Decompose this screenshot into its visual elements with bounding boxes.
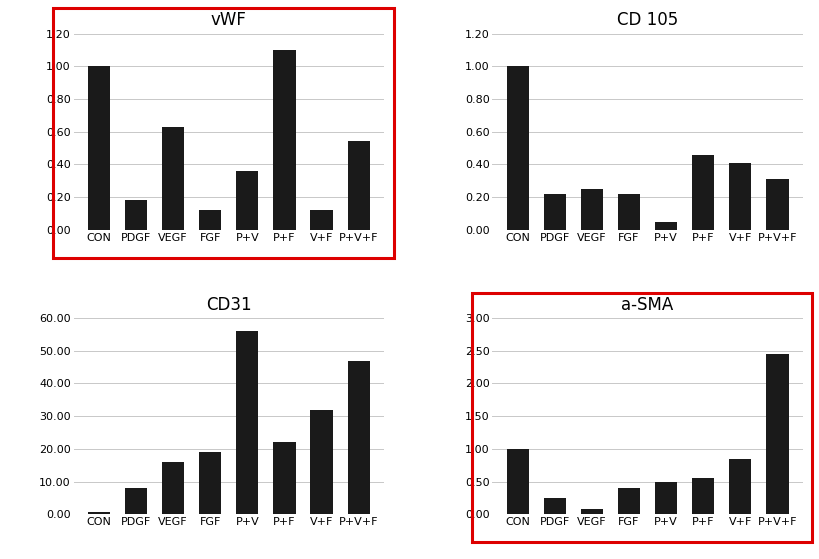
Bar xyxy=(88,511,110,514)
Bar xyxy=(692,154,714,230)
Bar xyxy=(767,354,789,514)
Bar xyxy=(655,221,677,230)
Bar xyxy=(544,498,566,514)
Bar xyxy=(274,50,296,230)
Bar xyxy=(506,67,529,230)
Bar xyxy=(162,127,184,230)
Bar xyxy=(618,194,640,230)
Bar xyxy=(347,141,370,230)
Bar xyxy=(767,179,789,230)
Bar xyxy=(581,509,603,514)
Bar xyxy=(125,200,147,230)
Bar xyxy=(692,479,714,514)
Title: a-SMA: a-SMA xyxy=(622,296,674,314)
Bar xyxy=(544,194,566,230)
Bar xyxy=(274,442,296,514)
Bar xyxy=(618,488,640,514)
Bar xyxy=(162,462,184,514)
Bar xyxy=(729,163,751,230)
Title: CD 105: CD 105 xyxy=(617,11,678,29)
Bar xyxy=(199,210,221,230)
Bar xyxy=(310,410,333,514)
Bar xyxy=(729,459,751,514)
Title: CD31: CD31 xyxy=(206,296,251,314)
Bar xyxy=(88,67,110,230)
Bar xyxy=(199,452,221,514)
Bar xyxy=(310,210,333,230)
Bar xyxy=(655,481,677,514)
Bar xyxy=(581,189,603,230)
Bar xyxy=(236,171,259,230)
Bar xyxy=(347,361,370,514)
Title: vWF: vWF xyxy=(210,11,247,29)
Bar xyxy=(236,331,259,514)
Bar xyxy=(125,488,147,514)
Bar xyxy=(506,449,529,514)
